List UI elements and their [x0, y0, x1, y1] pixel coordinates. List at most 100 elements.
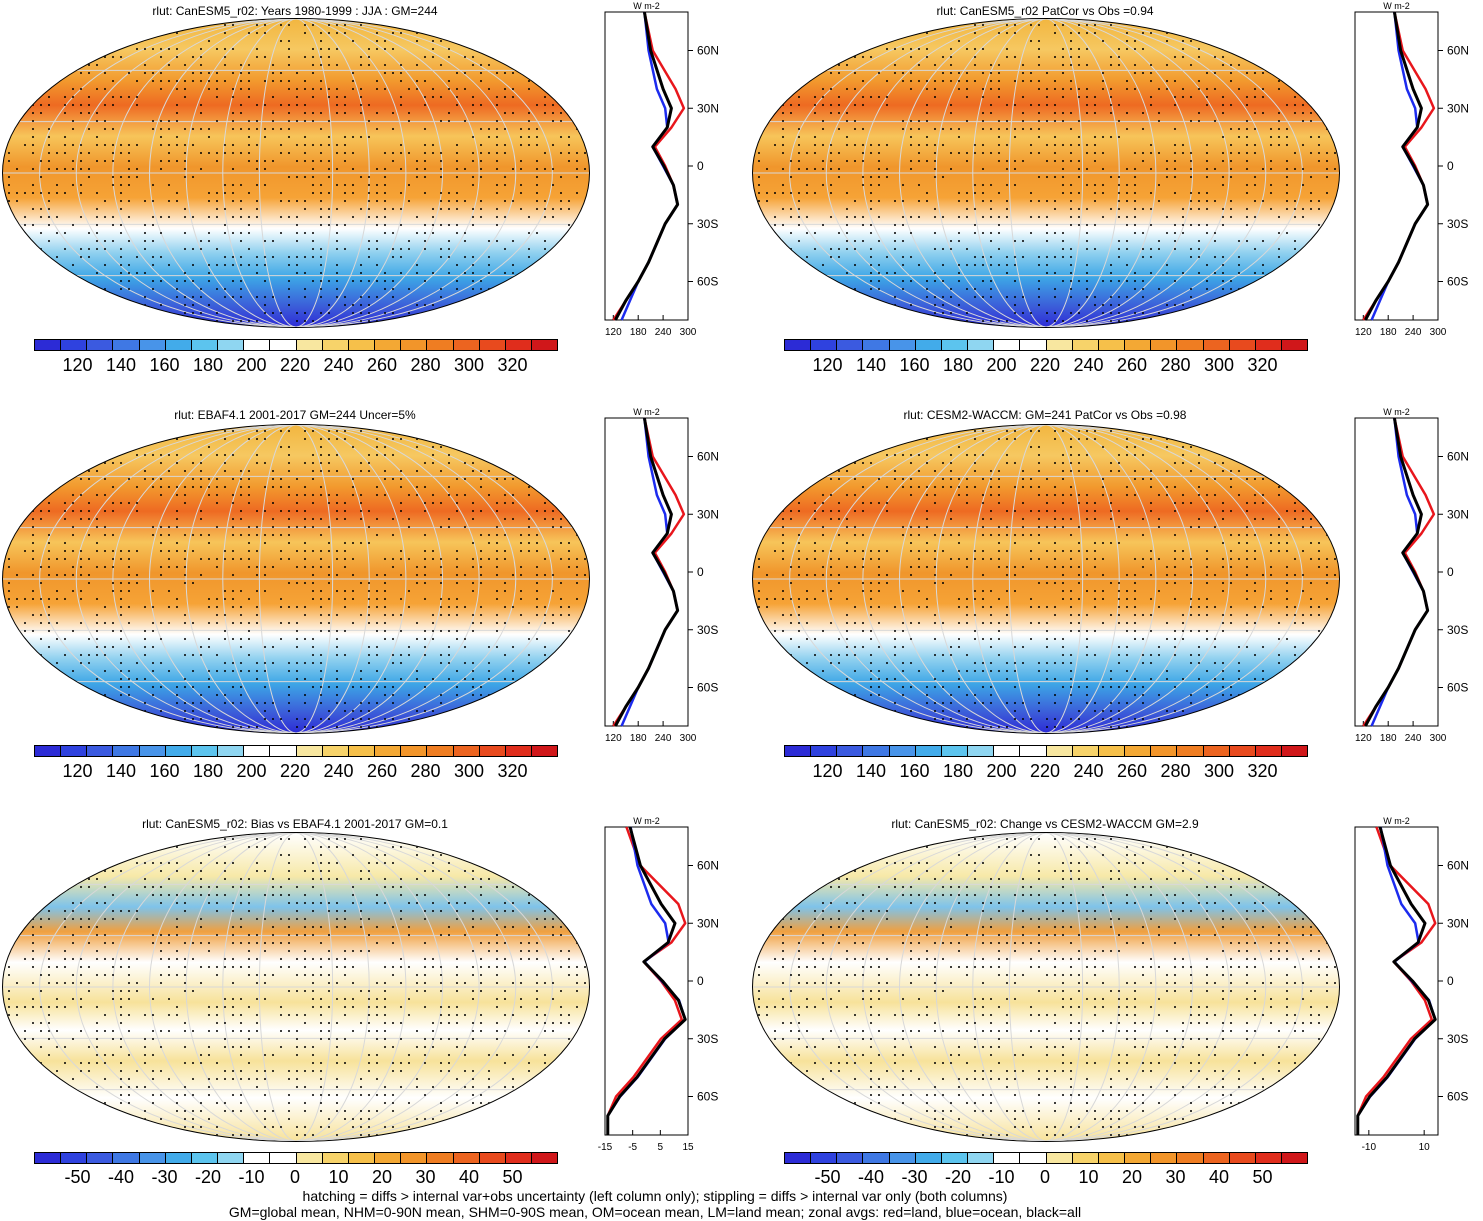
stipple-dot — [1270, 320, 1272, 322]
stipple-dot — [88, 56, 90, 58]
stipple-dot — [488, 256, 490, 258]
stipple-dot — [480, 478, 482, 480]
stipple-dot — [352, 558, 354, 560]
stipple-dot — [758, 40, 760, 42]
stipple-dot — [296, 630, 298, 632]
stipple-dot — [934, 614, 936, 616]
stipple-dot — [1214, 320, 1216, 322]
stipple-dot — [88, 248, 90, 250]
stipple-dot — [1014, 438, 1016, 440]
stipple-dot — [1118, 470, 1120, 472]
stipple-dot — [1110, 296, 1112, 298]
stipple-dot — [56, 430, 58, 432]
stipple-dot — [72, 502, 74, 504]
colorbar-tick-label: 120 — [62, 355, 93, 375]
stipple-dot — [560, 208, 562, 210]
stipple-dot — [870, 184, 872, 186]
stipple-dot — [1230, 606, 1232, 608]
stipple-dot — [344, 438, 346, 440]
stipple-dot — [1246, 478, 1248, 480]
stipple-dot — [1158, 240, 1160, 242]
stipple-dot — [528, 32, 530, 34]
stipple-dot — [496, 40, 498, 42]
stipple-dot — [328, 526, 330, 528]
stipple-dot — [1150, 502, 1152, 504]
stipple-dot — [152, 606, 154, 608]
stipple-dot — [1078, 566, 1080, 568]
stipple-dot — [440, 526, 442, 528]
stipple-dot — [248, 80, 250, 82]
stipple-dot — [480, 614, 482, 616]
stipple-dot — [1310, 72, 1312, 74]
stipple-dot — [536, 176, 538, 178]
stipple-dot — [232, 638, 234, 640]
graticule-longitude — [935, 19, 1157, 327]
stipple-dot — [536, 534, 538, 536]
stipple-dot — [240, 280, 242, 282]
stipple-dot — [128, 574, 130, 576]
zonal-lat-label: 30S — [1447, 217, 1468, 231]
stipple-dot — [1054, 32, 1056, 34]
stipple-dot — [934, 160, 936, 162]
stipple-dot — [528, 80, 530, 82]
stipple-dot — [1286, 566, 1288, 568]
stipple-dot — [368, 176, 370, 178]
stipple-dot — [830, 88, 832, 90]
stipple-dot — [336, 264, 338, 266]
stipple-dot — [1326, 64, 1328, 66]
stipple-dot — [384, 208, 386, 210]
stipple-dot — [846, 48, 848, 50]
stipple-dot — [854, 240, 856, 242]
stipple-dot — [104, 646, 106, 648]
stipple-dot — [1142, 72, 1144, 74]
stipple-dot — [1062, 454, 1064, 456]
stipple-dot — [16, 598, 18, 600]
stipple-dot — [128, 96, 130, 98]
stipple-dot — [128, 264, 130, 266]
stipple-dot — [480, 510, 482, 512]
stipple-dot — [568, 208, 570, 210]
stipple-dot — [328, 430, 330, 432]
stipple-dot — [184, 216, 186, 218]
stipple-dot — [1238, 542, 1240, 544]
stipple-dot — [480, 168, 482, 170]
stipple-dot — [56, 590, 58, 592]
stipple-dot — [1038, 494, 1040, 496]
graticule-longitude — [862, 19, 1230, 327]
stipple-dot — [1150, 430, 1152, 432]
stipple-dot — [184, 678, 186, 680]
stipple-dot — [544, 430, 546, 432]
stipple-dot — [328, 208, 330, 210]
stipple-dot — [1206, 168, 1208, 170]
stipple-dot — [766, 296, 768, 298]
stipple-dot — [240, 104, 242, 106]
stipple-dot — [112, 702, 114, 704]
stipple-dot — [576, 48, 578, 50]
stipple-dot — [774, 232, 776, 234]
stipple-dot — [1190, 40, 1192, 42]
stipple-dot — [870, 590, 872, 592]
stipple-dot — [1206, 614, 1208, 616]
stipple-dot — [576, 718, 578, 720]
stipple-dot — [576, 470, 578, 472]
stipple-dot — [584, 168, 586, 170]
stipple-dot — [798, 478, 800, 480]
stipple-dot — [120, 598, 122, 600]
stipple-dot — [192, 128, 194, 130]
stipple-dot — [926, 24, 928, 26]
stipple-dot — [128, 566, 130, 568]
stipple-dot — [1030, 104, 1032, 106]
stipple-dot — [1334, 280, 1336, 282]
stipple-dot — [360, 726, 362, 728]
stipple-dot — [56, 152, 58, 154]
stipple-dot — [1134, 494, 1136, 496]
stipple-dot — [1254, 184, 1256, 186]
stipple-dot — [232, 112, 234, 114]
stipple-dot — [1126, 454, 1128, 456]
stipple-dot — [504, 40, 506, 42]
stipple-dot — [1150, 248, 1152, 250]
stipple-dot — [958, 72, 960, 74]
stipple-dot — [160, 304, 162, 306]
stipple-dot — [1246, 558, 1248, 560]
